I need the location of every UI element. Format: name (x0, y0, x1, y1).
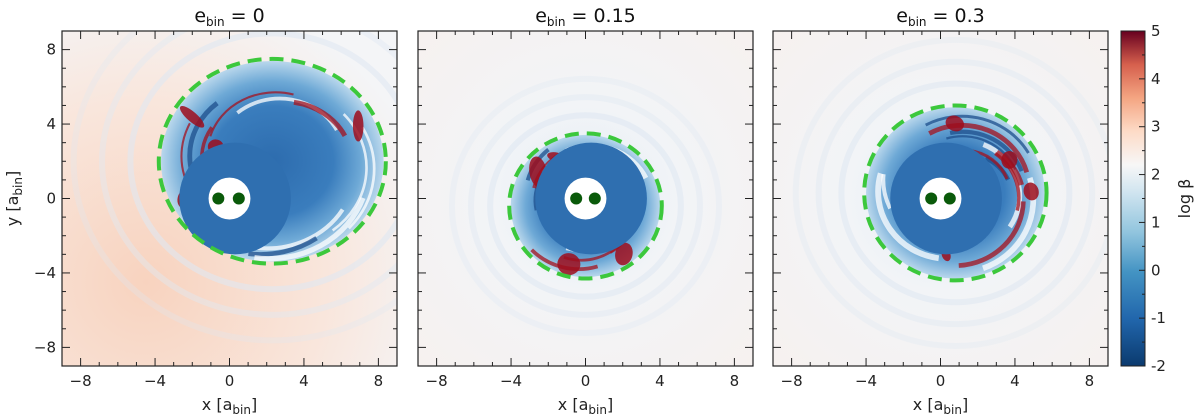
filament (209, 91, 294, 137)
filament (881, 173, 892, 210)
binary-star-2 (232, 192, 245, 205)
panel-1: −8 −4 0 4 8 −8 −4 0 4 8 x [abin] y [abin] ebin = 0 (3, 5, 398, 417)
panel-2: −8 −4 0 4 8 x [abin] ebin = 0.15 (417, 5, 754, 417)
high-beta-patch (352, 110, 364, 142)
x-tick-label: −8 (781, 372, 803, 390)
x-tick-label: −4 (144, 372, 166, 390)
high-beta-patch (557, 253, 581, 276)
high-beta-patch (1001, 151, 1018, 169)
colorbar-tick-label: 0 (1151, 261, 1161, 279)
colorbar: -2 -1 0 1 2 3 4 5 log β (1120, 22, 1194, 375)
panel-title: ebin = 0.3 (896, 5, 984, 29)
halo-ring (468, 94, 703, 318)
x-tick-label: −8 (70, 372, 92, 390)
high-beta-patch (945, 115, 964, 132)
halo-ring (487, 112, 684, 300)
y-tick-label: −4 (34, 264, 56, 282)
panel-3: −8 −4 0 4 8 x [abin] ebin = 0.3 (772, 5, 1109, 417)
x-tick-label: −4 (855, 372, 877, 390)
x-tick-label: −4 (500, 372, 522, 390)
colorbar-tick-label: 4 (1151, 70, 1161, 88)
y-tick-label: −8 (34, 338, 56, 356)
high-beta-patch (179, 105, 205, 128)
filament (958, 201, 1026, 268)
filament (928, 122, 1030, 174)
binary-star-1 (212, 192, 225, 205)
central-cavity (919, 177, 962, 220)
binary-star-2 (588, 192, 601, 205)
binary-star-2 (943, 192, 956, 205)
halo-ring (99, 31, 397, 318)
binary-star-1 (925, 192, 938, 205)
central-cavity (564, 177, 607, 220)
y-axis-label: y [abin] (3, 171, 25, 226)
halo-ring (127, 31, 397, 293)
filament (254, 208, 345, 251)
cavity-edge-ellipse (507, 131, 664, 281)
filament (875, 172, 940, 262)
x-tick-label: 8 (1085, 372, 1095, 390)
x-tick-label: 4 (299, 372, 309, 390)
x-axis-label: x [abin] (913, 395, 968, 417)
colorbar-tick-label: -1 (1151, 309, 1166, 327)
x-axis-label: x [abin] (202, 395, 257, 417)
x-tick-label: 0 (581, 372, 591, 390)
colorbar-label: log β (1175, 179, 1194, 219)
high-beta-patch (615, 242, 633, 266)
filament (248, 236, 318, 257)
filament (293, 99, 348, 138)
colorbar-tick-label: 1 (1151, 213, 1161, 231)
halo-ring (792, 36, 1108, 349)
x-tick-label: 0 (936, 372, 946, 390)
x-tick-label: 0 (225, 372, 235, 390)
halo-ring (838, 80, 1073, 306)
colorbar-gradient (1120, 30, 1146, 367)
colorbar-tick-label: 5 (1151, 22, 1161, 40)
halo-ring (70, 31, 397, 344)
panel-title: ebin = 0 (194, 5, 264, 29)
plot-area (62, 31, 397, 366)
colorbar-tick-label: 2 (1151, 166, 1161, 184)
y-tick-label: 0 (46, 190, 56, 208)
x-axis-label: x [abin] (558, 395, 613, 417)
high-beta-patch (1023, 182, 1039, 201)
filament (925, 114, 1030, 154)
cavity-edge-ellipse (862, 103, 1049, 283)
plot-area (418, 31, 753, 366)
colorbar-tick-label: -2 (1151, 357, 1166, 375)
halo-ring (815, 58, 1096, 328)
x-tick-label: 8 (374, 372, 384, 390)
colorbar-tick-label: 3 (1151, 118, 1161, 136)
filament (347, 126, 376, 230)
y-tick-label: 4 (46, 115, 56, 133)
x-tick-label: 4 (1010, 372, 1020, 390)
filament (254, 197, 366, 262)
cavity-edge-ellipse (156, 56, 388, 266)
halo-ring (448, 75, 723, 336)
x-tick-label: 8 (730, 372, 740, 390)
binary-star-1 (570, 192, 583, 205)
panel-title: ebin = 0.15 (535, 5, 636, 29)
y-tick-label: 8 (46, 41, 56, 59)
x-tick-label: 4 (655, 372, 665, 390)
central-cavity (208, 177, 251, 220)
x-tick-label: −8 (426, 372, 448, 390)
plot-area (773, 31, 1108, 366)
